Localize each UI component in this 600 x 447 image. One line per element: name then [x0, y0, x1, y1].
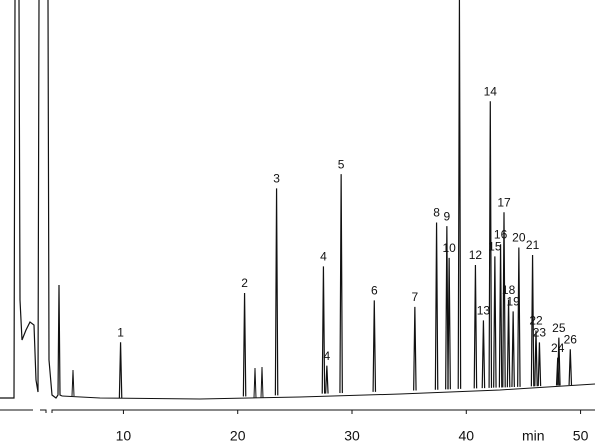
peak — [372, 300, 377, 392]
peak-label: 25 — [552, 321, 566, 335]
peak — [511, 311, 515, 388]
peak — [274, 188, 279, 396]
peak-label: 6 — [371, 284, 378, 298]
peak — [413, 306, 417, 391]
peak-label: 21 — [526, 238, 540, 252]
x-axis — [0, 409, 595, 413]
x-tick-label: 50 — [573, 428, 589, 444]
peak-label: 24 — [551, 341, 565, 355]
peak — [493, 256, 497, 388]
peak — [473, 264, 478, 389]
peak-label: 14 — [484, 84, 498, 98]
peak — [568, 349, 573, 386]
peak-label: 4 — [320, 249, 327, 263]
peak — [118, 342, 123, 399]
peak-label: 26 — [564, 332, 578, 346]
peak — [321, 266, 326, 394]
peak — [434, 222, 439, 390]
peak-label: 20 — [512, 231, 526, 245]
peak — [555, 357, 560, 386]
peak — [447, 257, 451, 390]
peak — [517, 247, 521, 387]
peak — [506, 299, 511, 388]
solvent-peaks — [0, 0, 63, 399]
x-tick-label: 20 — [230, 428, 246, 444]
x-tick-label: 30 — [344, 428, 360, 444]
x-tick-label: 10 — [116, 428, 132, 444]
peak-label: 10 — [442, 241, 456, 255]
peak — [557, 337, 561, 386]
peak-label: 15 — [488, 240, 502, 254]
peak — [530, 255, 535, 387]
peak-label: 9 — [444, 209, 451, 223]
minor-peaks — [71, 366, 264, 399]
peak-label: 23 — [533, 326, 547, 340]
x-axis-label: min — [522, 428, 545, 444]
peak — [488, 101, 493, 388]
peak — [498, 244, 503, 388]
peak — [534, 330, 538, 387]
peak-label: 16 — [494, 227, 508, 241]
peak-label: 5 — [338, 157, 345, 171]
peak-label: 4 — [324, 349, 331, 363]
peak-label: 1 — [117, 325, 124, 339]
x-tick-label: 40 — [458, 428, 474, 444]
peak-label: 18 — [502, 283, 516, 297]
peak-label: 22 — [529, 314, 543, 328]
peak — [242, 292, 247, 397]
peak-label: 7 — [412, 290, 419, 304]
peak-label: 13 — [477, 304, 491, 318]
peak — [339, 174, 343, 394]
peak-label: 3 — [273, 172, 280, 186]
peak-label: 19 — [506, 295, 520, 309]
peak — [481, 320, 486, 389]
peak-label: 8 — [433, 206, 440, 220]
peak-label: 12 — [469, 248, 483, 262]
peak — [502, 212, 506, 388]
baseline — [61, 383, 596, 400]
peak-label: 17 — [497, 195, 511, 209]
peak-label: 2 — [241, 276, 248, 290]
peak — [457, 0, 462, 389]
peak — [537, 342, 542, 387]
peak — [445, 226, 449, 390]
peak — [325, 365, 329, 394]
